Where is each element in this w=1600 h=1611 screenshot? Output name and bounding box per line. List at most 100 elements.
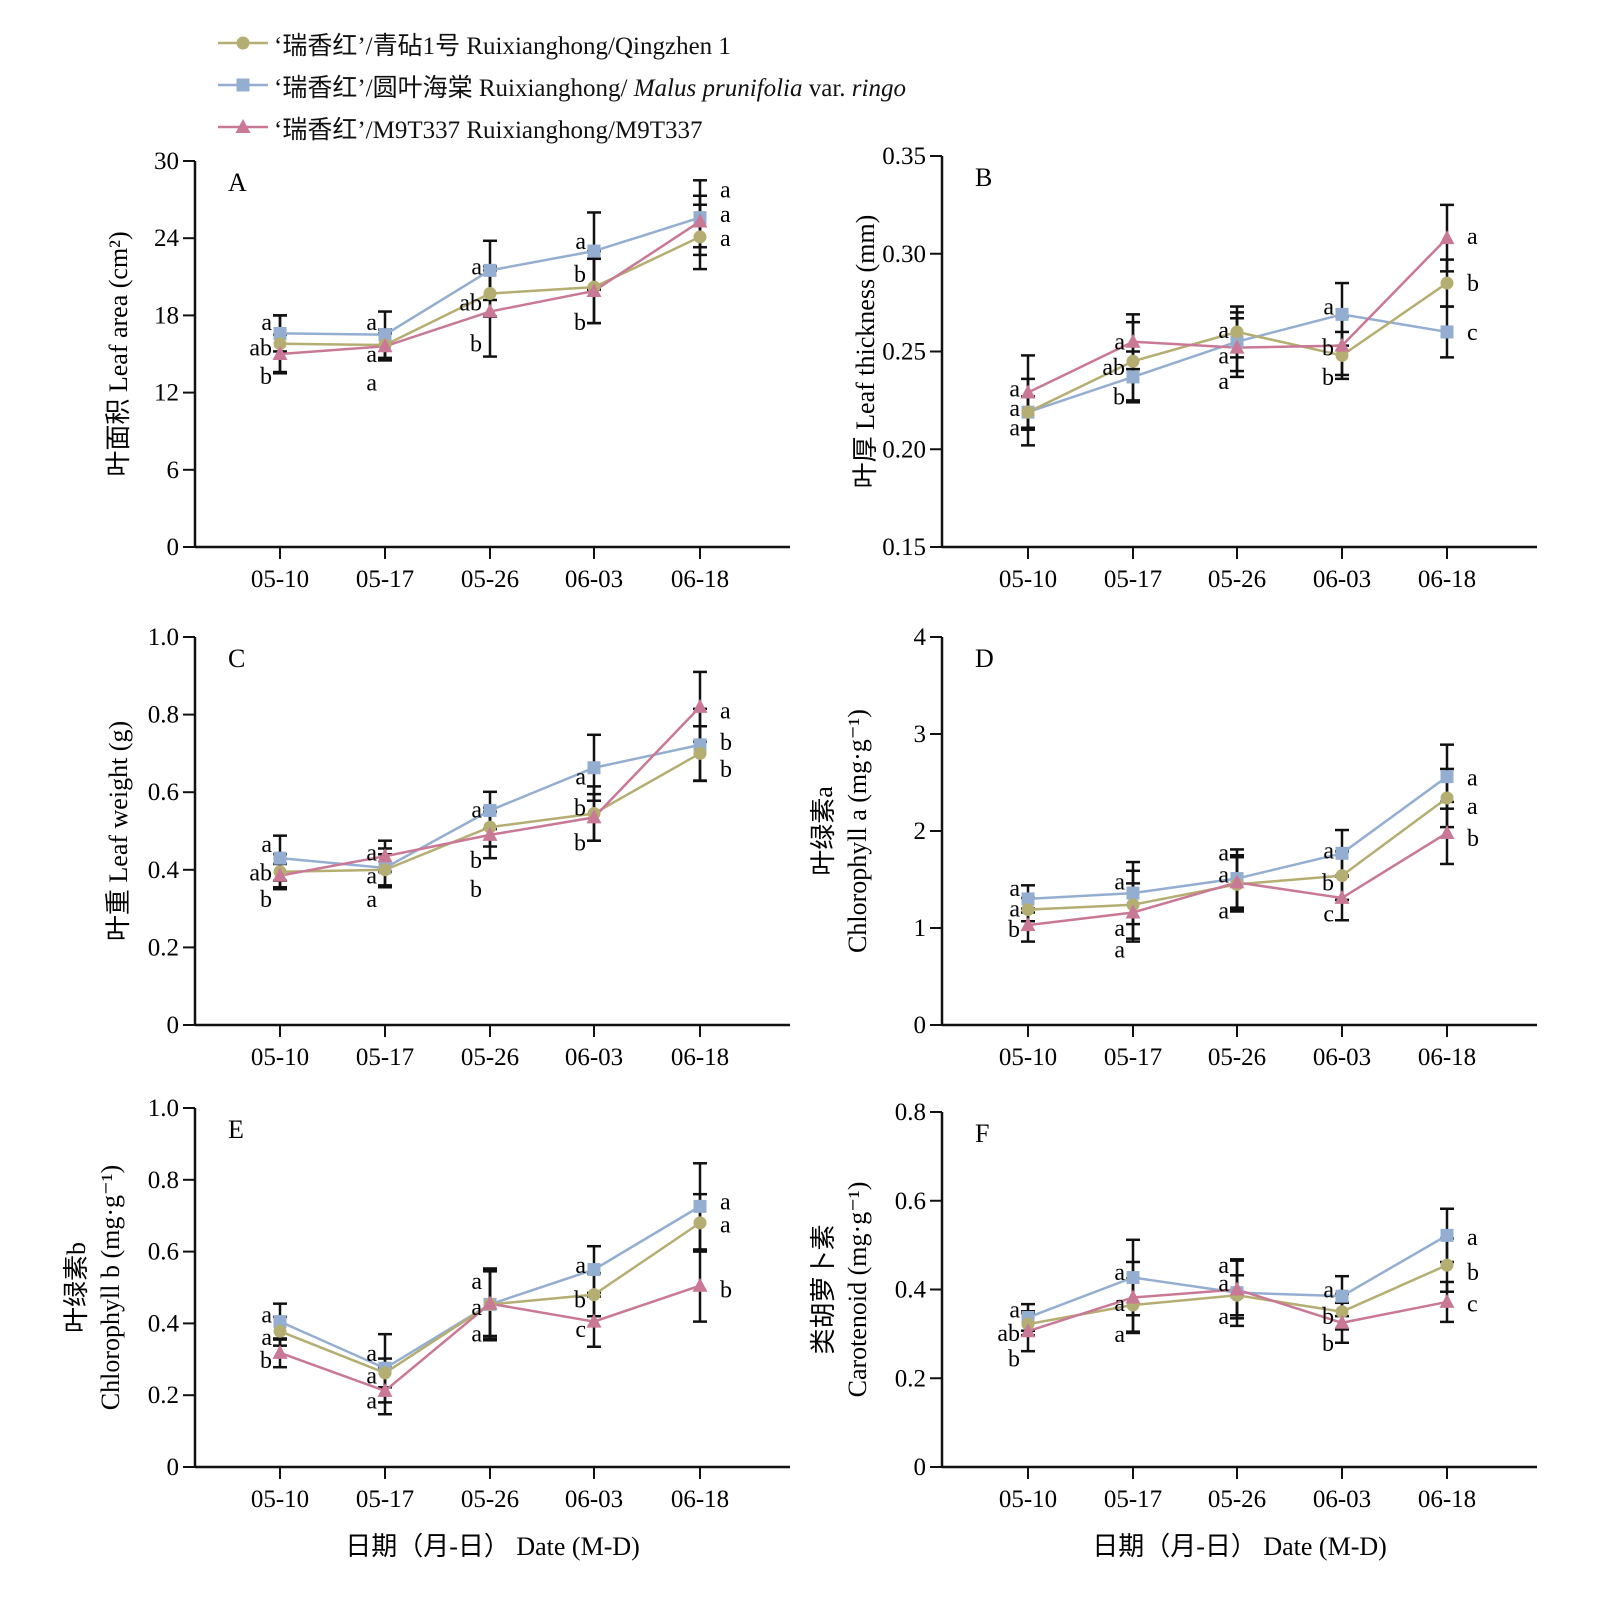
data-point-circle bbox=[693, 746, 707, 760]
significance-letter: b bbox=[1322, 1331, 1334, 1357]
significance-letter: a bbox=[1467, 794, 1478, 820]
significance-letter: a bbox=[1009, 416, 1020, 442]
significance-letter: a bbox=[720, 226, 731, 252]
data-point-circle bbox=[693, 1216, 707, 1230]
data-point-triangle bbox=[1439, 230, 1455, 245]
x-tick-label: 05-17 bbox=[1104, 1044, 1162, 1071]
data-point-circle bbox=[1021, 903, 1035, 917]
data-point-square bbox=[273, 326, 287, 340]
data-point-triangle bbox=[1020, 384, 1036, 399]
data-point-square bbox=[587, 1263, 601, 1277]
x-tick-label: 06-03 bbox=[1313, 566, 1371, 593]
chart-panel-c: 0 0.2 0.4 0.6 0.8 1.0 05-10 05-17 05-26 06-03 06-1… bbox=[104, 624, 790, 1071]
data-point-triangle bbox=[377, 848, 393, 863]
significance-letter: b bbox=[1467, 826, 1479, 852]
y-tick-label: 0.15 bbox=[882, 534, 926, 561]
data-point-triangle bbox=[1229, 874, 1245, 889]
data-point-triangle bbox=[377, 338, 393, 353]
data-point-triangle bbox=[1334, 889, 1350, 904]
data-point-triangle bbox=[1439, 824, 1455, 839]
x-tick-label: 05-17 bbox=[1104, 1486, 1162, 1513]
significance-letter: a bbox=[1218, 1253, 1229, 1279]
y-axis-label: 叶重 Leaf weight (g) bbox=[104, 721, 133, 941]
y-axis-label-en: Chlorophyll a (mg·g⁻¹) bbox=[843, 709, 872, 953]
y-tick-label: 0.6 bbox=[895, 1188, 926, 1215]
significance-letter: ab bbox=[249, 336, 272, 362]
panel-letter: F bbox=[975, 1119, 989, 1148]
significance-letter: a bbox=[471, 798, 482, 824]
significance-letter: b bbox=[470, 877, 482, 903]
significance-letter: a bbox=[1114, 1291, 1125, 1317]
y-tick-label: 0.8 bbox=[895, 1099, 926, 1126]
y-tick-label: 4 bbox=[914, 624, 927, 651]
data-point-square bbox=[378, 328, 392, 342]
x-tick-label: 05-26 bbox=[461, 566, 519, 593]
data-point-square bbox=[1440, 1228, 1454, 1242]
significance-letter: ab bbox=[1102, 355, 1125, 381]
x-tick-label: 06-03 bbox=[565, 1486, 623, 1513]
y-tick-label: 24 bbox=[154, 225, 180, 252]
data-point-square bbox=[1440, 325, 1454, 339]
x-axis-label: 日期（月-日） Date (M-D) bbox=[345, 1532, 640, 1561]
data-point-triangle bbox=[1125, 1289, 1141, 1304]
significance-letter: a bbox=[366, 864, 377, 890]
significance-letter: a bbox=[1218, 369, 1229, 395]
panel-letter: E bbox=[228, 1115, 244, 1144]
significance-letter: a bbox=[720, 177, 731, 203]
x-tick-label: 06-18 bbox=[671, 566, 729, 593]
circle-marker-icon bbox=[218, 36, 268, 50]
data-point-triangle bbox=[482, 826, 498, 841]
significance-letter: a bbox=[1009, 897, 1020, 923]
x-tick-label: 05-26 bbox=[1208, 1486, 1266, 1513]
y-tick-label: 1.0 bbox=[148, 1095, 179, 1122]
data-point-triangle bbox=[586, 1313, 602, 1328]
y-tick-label: 3 bbox=[914, 721, 927, 748]
x-tick-label: 06-03 bbox=[565, 566, 623, 593]
significance-letter: c bbox=[1467, 1292, 1478, 1318]
data-point-triangle bbox=[1125, 333, 1141, 348]
significance-letter: a bbox=[366, 887, 377, 913]
legend-label-en-b: Malus prunifolia bbox=[633, 75, 803, 102]
x-tick-label: 06-03 bbox=[1313, 1044, 1371, 1071]
data-point-circle bbox=[1440, 1258, 1454, 1272]
y-tick-label: 30 bbox=[154, 148, 179, 175]
y-axis-label-cn: 类胡萝卜素 bbox=[809, 1224, 838, 1354]
significance-letter: b bbox=[720, 1277, 732, 1303]
data-point-square bbox=[483, 803, 497, 817]
x-tick-label: 05-26 bbox=[461, 1486, 519, 1513]
panel-letter: B bbox=[975, 163, 992, 192]
y-axis-label-cn: 叶绿素a bbox=[809, 786, 838, 876]
significance-letter: b bbox=[1008, 917, 1020, 943]
data-point-triangle bbox=[377, 1382, 393, 1397]
triangle-marker-icon bbox=[218, 119, 268, 133]
significance-letter: c bbox=[575, 1317, 586, 1343]
data-point-circle bbox=[1335, 1305, 1349, 1319]
significance-letter: a bbox=[1114, 916, 1125, 942]
legend-label-en: Ruixianghong/Qingzhen 1 bbox=[466, 33, 731, 60]
significance-letter: b bbox=[1322, 1304, 1334, 1330]
data-point-triangle bbox=[692, 698, 708, 713]
data-point-triangle bbox=[1334, 1314, 1350, 1329]
significance-letter: b bbox=[574, 831, 586, 857]
significance-letter: b bbox=[470, 332, 482, 358]
data-point-circle bbox=[1440, 276, 1454, 290]
y-tick-label: 1.0 bbox=[148, 624, 179, 651]
y-axis-label-cn: 叶绿素b bbox=[62, 1242, 91, 1333]
legend-label-en: Ruixianghong/M9T337 bbox=[466, 117, 703, 144]
chart-panel-e: 0 0.2 0.4 0.6 0.8 1.0 05-10 05-17 05-26 06-03 06-1… bbox=[62, 1095, 790, 1561]
y-axis-label: 叶厚 Leaf thickness (mm) bbox=[851, 215, 880, 489]
significance-letter: a bbox=[366, 1389, 377, 1415]
significance-letter: a bbox=[1218, 1271, 1229, 1297]
data-point-circle bbox=[693, 230, 707, 244]
data-point-triangle bbox=[692, 213, 708, 228]
y-tick-label: 0.8 bbox=[148, 702, 179, 729]
data-point-triangle bbox=[586, 809, 602, 824]
data-point-square bbox=[273, 1315, 287, 1329]
legend-item-qingzhen: ‘瑞香红’/青砧1号 Ruixianghong/Qingzhen 1 bbox=[218, 22, 1118, 64]
data-point-square bbox=[1126, 1271, 1140, 1285]
y-tick-label: 18 bbox=[154, 302, 179, 329]
significance-letter: a bbox=[575, 765, 586, 791]
data-point-triangle bbox=[1229, 1281, 1245, 1296]
x-axis-label: 日期（月-日） Date (M-D) bbox=[1092, 1532, 1387, 1561]
legend-item-malus: ‘瑞香红’/圆叶海棠 Ruixianghong/ Malus prunifoli… bbox=[218, 64, 1118, 106]
